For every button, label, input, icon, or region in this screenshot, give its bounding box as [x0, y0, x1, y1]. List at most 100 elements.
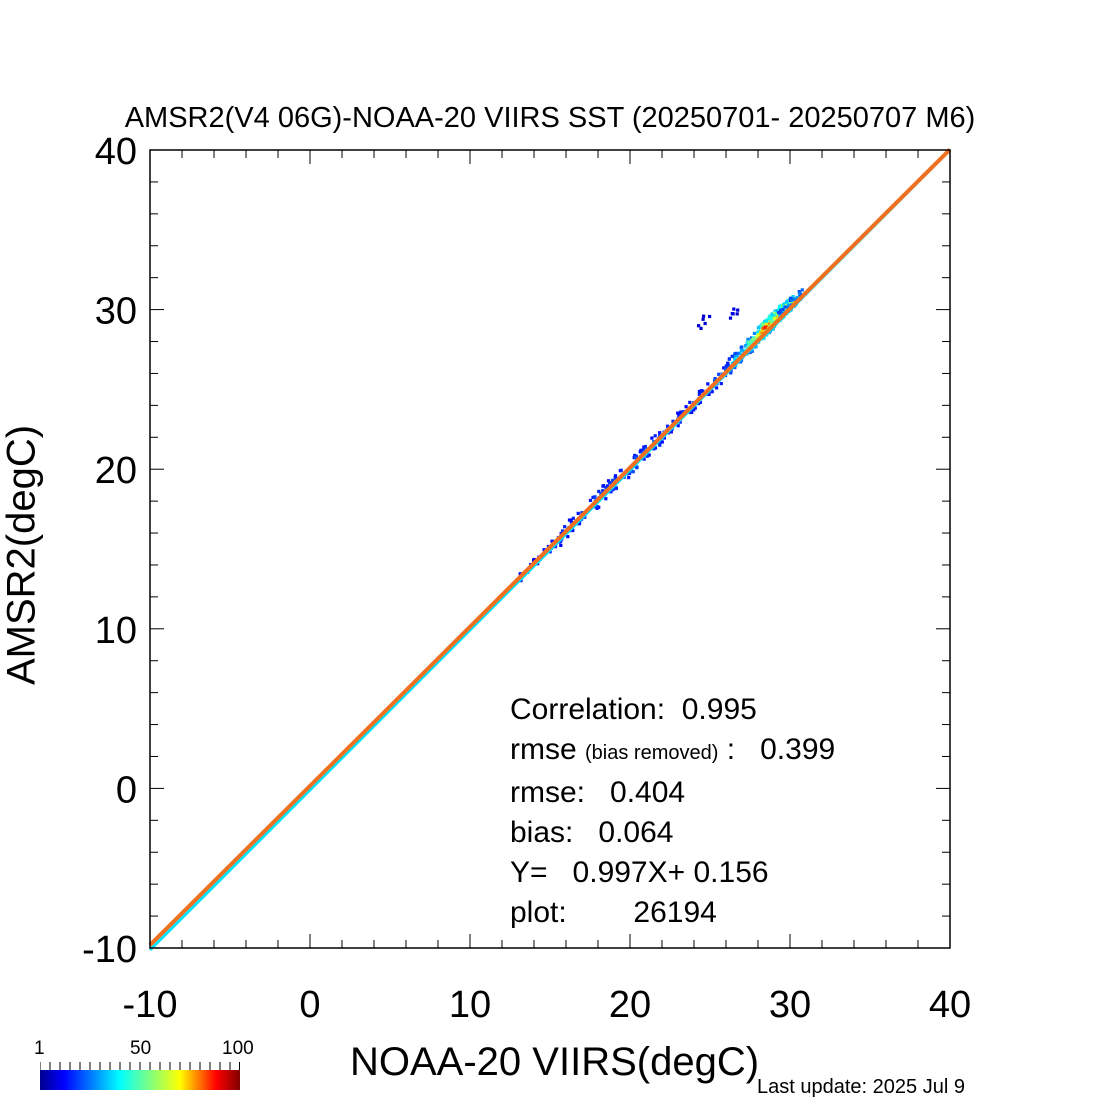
density-cell: [595, 505, 599, 509]
fit-line: [148, 148, 952, 947]
density-cell: [647, 453, 651, 457]
density-cell: [763, 320, 767, 324]
density-cell: [761, 326, 765, 331]
density-cell: [730, 354, 734, 358]
density-cell: [606, 484, 610, 488]
density-cell: [632, 456, 636, 460]
density-cell: [777, 311, 781, 315]
density-cell: [576, 511, 580, 515]
density-cell: [713, 377, 717, 381]
density-cell: [754, 336, 758, 340]
density-cell: [742, 349, 746, 353]
density-cell: [763, 325, 767, 329]
density-cell: [692, 408, 696, 412]
density-cell: [738, 351, 742, 355]
density-cell: [591, 495, 595, 499]
density-cell: [627, 476, 631, 480]
density-cell: [768, 321, 772, 325]
density-cell: [756, 326, 760, 330]
density-cell: [771, 319, 775, 323]
density-cell: [571, 528, 575, 533]
density-cell: [749, 340, 754, 344]
density-cell: [697, 389, 701, 394]
density-cell: [770, 312, 774, 316]
density-cell: [597, 489, 601, 493]
density-cell: [769, 316, 773, 321]
density-cell: [710, 390, 714, 394]
density-cell: [618, 469, 622, 473]
density-cell: [730, 312, 734, 316]
density-cell: [715, 386, 719, 390]
density-cell: [732, 307, 736, 311]
density-cell: [750, 338, 754, 342]
density-cell: [614, 486, 618, 490]
density-cell: [690, 410, 694, 414]
density-cell: [679, 410, 683, 414]
density-cell: [681, 410, 685, 414]
density-cell: [701, 317, 705, 321]
density-cell: [688, 400, 692, 404]
density-cell: [777, 308, 781, 312]
reference-lines: [148, 148, 952, 952]
x-tick-label: -10: [123, 984, 178, 1026]
density-cell: [608, 481, 612, 485]
density-cell: [561, 529, 565, 533]
density-cell: [744, 344, 748, 348]
density-cell: [698, 400, 702, 404]
density-cell: [577, 522, 582, 526]
x-tick-label: 20: [609, 984, 651, 1026]
density-cell: [783, 305, 787, 309]
y-tick-label: 10: [95, 610, 137, 652]
statistics-panel: Correlation: 0.995 rmse (bias removed) :…: [510, 690, 835, 933]
density-cell: [645, 453, 650, 457]
density-cell: [781, 307, 785, 312]
density-cell: [642, 457, 646, 461]
density-cell: [518, 572, 522, 576]
stat-bias: bias: 0.064: [510, 816, 674, 849]
density-cell: [787, 303, 792, 307]
stat-rmse-bias-removed: rmse (bias removed) : 0.399: [510, 733, 836, 766]
density-cell: [779, 303, 783, 307]
density-cell: [678, 420, 682, 424]
density-cell: [719, 382, 723, 386]
density-cell: [588, 498, 593, 502]
density-cell: [571, 516, 575, 520]
density-cell: [601, 489, 605, 493]
x-tick-label: 10: [449, 984, 491, 1026]
density-cell: [795, 295, 799, 300]
axis-tick-labels: -10 0 10 20 30 40 -10 0 10 20 30 40: [82, 131, 971, 1026]
density-cell: [677, 414, 681, 418]
density-cell: [800, 288, 804, 292]
density-cell: [706, 382, 710, 386]
density-cell: [658, 441, 662, 445]
y-tick-label: 40: [95, 131, 137, 173]
density-cell: [599, 491, 603, 496]
density-cell: [779, 308, 783, 312]
stat-plot-count: plot: 26194: [510, 896, 717, 929]
density-cell: [764, 322, 768, 326]
density-cell: [736, 351, 740, 356]
density-cell: [752, 331, 756, 335]
density-cell: [717, 372, 721, 376]
density-cell: [566, 535, 570, 539]
density-cell: [613, 474, 618, 478]
density-cell: [790, 298, 794, 302]
density-cell: [747, 342, 751, 346]
density-cell: [693, 406, 697, 410]
density-cell: [759, 325, 763, 329]
density-cell: [671, 419, 675, 423]
density-cell: [650, 436, 654, 440]
density-cell: [611, 488, 615, 492]
stat-rmse: rmse: 0.404: [510, 776, 686, 809]
density-cell: [699, 326, 703, 330]
density-cell: [639, 448, 643, 452]
density-cell: [756, 331, 760, 335]
density-cell: [653, 446, 658, 450]
density-cell: [740, 348, 744, 352]
density-cell: [746, 337, 750, 341]
x-axis-label: NOAA-20 VIIRS(degC): [350, 1040, 760, 1084]
density-cell: [604, 486, 608, 490]
density-cell: [770, 321, 774, 325]
y-tick-label: -10: [82, 929, 137, 971]
